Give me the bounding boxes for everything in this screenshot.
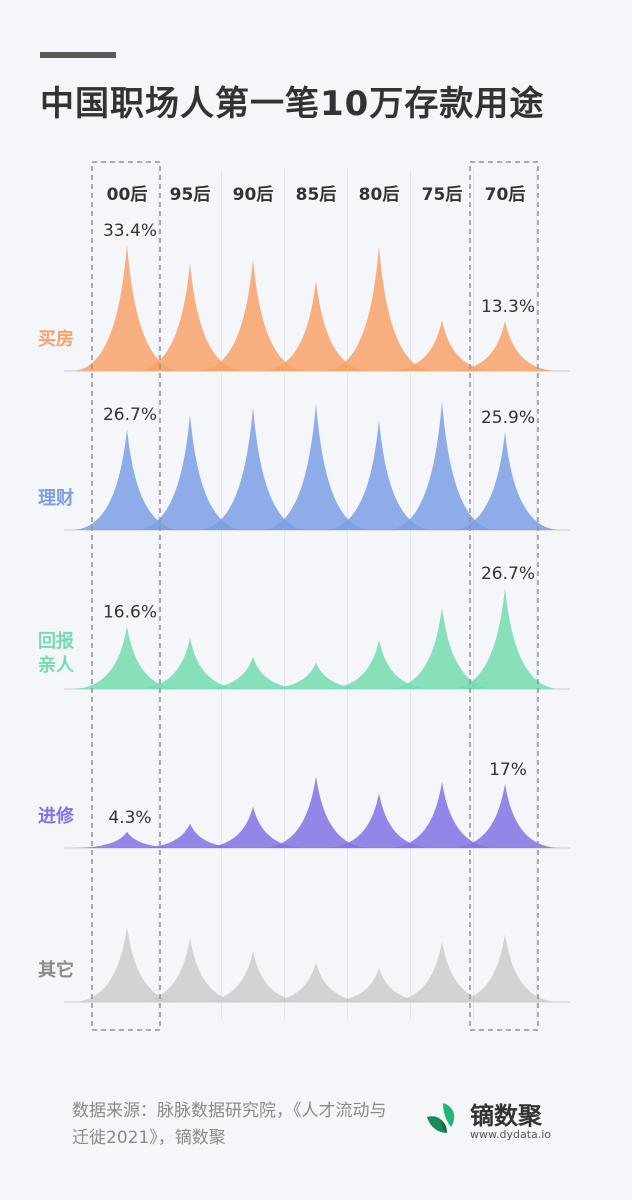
value-label-买房-70后: 13.3% bbox=[481, 297, 535, 317]
value-label-回报亲人-00后: 16.6% bbox=[103, 602, 157, 622]
spike-回报亲人-90后 bbox=[197, 656, 309, 689]
value-label-买房-00后: 33.4% bbox=[103, 221, 157, 241]
spike-理财-00后 bbox=[71, 429, 183, 530]
spike-买房-70后 bbox=[449, 320, 561, 371]
page-title: 中国职场人第一笔10万存款用途 bbox=[40, 84, 545, 124]
spike-理财-70后 bbox=[449, 432, 561, 530]
spike-买房-90后 bbox=[197, 259, 309, 371]
generation-label-75后: 75后 bbox=[422, 185, 463, 205]
row-label-买房: 买房 bbox=[38, 328, 74, 350]
spike-其它-90后 bbox=[197, 951, 309, 1002]
row-label-回报亲人-1: 亲人 bbox=[38, 654, 75, 676]
spike-进修-00后 bbox=[71, 831, 183, 848]
spike-回报亲人-80后 bbox=[323, 639, 435, 689]
spike-理财-90后 bbox=[197, 407, 309, 530]
spike-理财-85后 bbox=[260, 403, 372, 530]
series-进修: 4.3% 17% bbox=[64, 760, 570, 849]
chart: 00后 95后 90后 85后 80后 75后 70后 33.4% 13.3% 买房 26.7% 25… bbox=[38, 161, 570, 1031]
row-label-理财: 理财 bbox=[38, 487, 74, 509]
spike-进修-90后 bbox=[197, 806, 309, 848]
spike-其它-80后 bbox=[323, 968, 435, 1002]
spike-买房-80后 bbox=[323, 246, 435, 371]
generation-label-00后: 00后 bbox=[107, 185, 148, 205]
spike-买房-85后 bbox=[260, 280, 372, 371]
spike-进修-75后 bbox=[386, 781, 498, 848]
spike-进修-95后 bbox=[134, 823, 246, 848]
spike-理财-80后 bbox=[323, 420, 435, 530]
spike-回报亲人-95后 bbox=[134, 638, 246, 689]
title-accent-bar bbox=[40, 52, 116, 58]
highlight-box-70后 bbox=[469, 161, 539, 1031]
brand-block[interactable]: 镝数聚 www.dydata.io bbox=[424, 1098, 594, 1144]
spike-回报亲人-70后 bbox=[449, 588, 561, 689]
row-label-进修: 进修 bbox=[38, 805, 75, 827]
spike-其它-70后 bbox=[449, 934, 561, 1002]
series-回报亲人: 16.6% 26.7% bbox=[64, 564, 570, 690]
spike-回报亲人-75后 bbox=[386, 607, 498, 689]
spike-买房-00后 bbox=[71, 244, 183, 371]
column-separators bbox=[158, 170, 537, 1020]
generation-label-70后: 70后 bbox=[485, 185, 526, 205]
value-label-进修-70后: 17% bbox=[489, 760, 527, 780]
spike-进修-85后 bbox=[260, 776, 372, 848]
spike-进修-80后 bbox=[323, 793, 435, 848]
generation-label-80后: 80后 bbox=[359, 185, 400, 205]
dydata-logo-icon bbox=[427, 1103, 455, 1133]
spike-回报亲人-85后 bbox=[260, 662, 372, 689]
row-label-其它: 其它 bbox=[38, 959, 74, 981]
value-label-进修-00后: 4.3% bbox=[108, 808, 151, 828]
spike-其它-85后 bbox=[260, 962, 372, 1002]
spike-其它-95后 bbox=[134, 937, 246, 1002]
series-买房: 33.4% 13.3% bbox=[64, 221, 570, 372]
spike-进修-70后 bbox=[449, 783, 561, 848]
data-source-note: 数据来源：脉脉数据研究院，《人才流动与迁徙2021》，镝数聚 bbox=[72, 1101, 387, 1148]
brand-name: 镝数聚 bbox=[470, 1102, 542, 1130]
value-label-理财-70后: 25.9% bbox=[481, 408, 535, 428]
spike-其它-00后 bbox=[71, 926, 183, 1002]
generation-label-85后: 85后 bbox=[296, 185, 337, 205]
row-label-回报亲人-0: 回报 bbox=[38, 630, 74, 652]
value-label-回报亲人-70后: 26.7% bbox=[481, 564, 535, 584]
value-label-理财-00后: 26.7% bbox=[103, 405, 157, 425]
spike-理财-75后 bbox=[386, 401, 498, 530]
series-其它 bbox=[64, 926, 570, 1003]
generation-label-90后: 90后 bbox=[233, 185, 274, 205]
spike-其它-75后 bbox=[386, 941, 498, 1002]
generation-label-95后: 95后 bbox=[170, 185, 211, 205]
spike-买房-75后 bbox=[386, 320, 498, 371]
brand-url: www.dydata.io bbox=[470, 1128, 552, 1141]
spike-买房-95后 bbox=[134, 263, 246, 371]
spike-回报亲人-00后 bbox=[71, 626, 183, 689]
spike-理财-95后 bbox=[134, 414, 246, 530]
series-理财: 26.7% 25.9% bbox=[64, 401, 570, 531]
